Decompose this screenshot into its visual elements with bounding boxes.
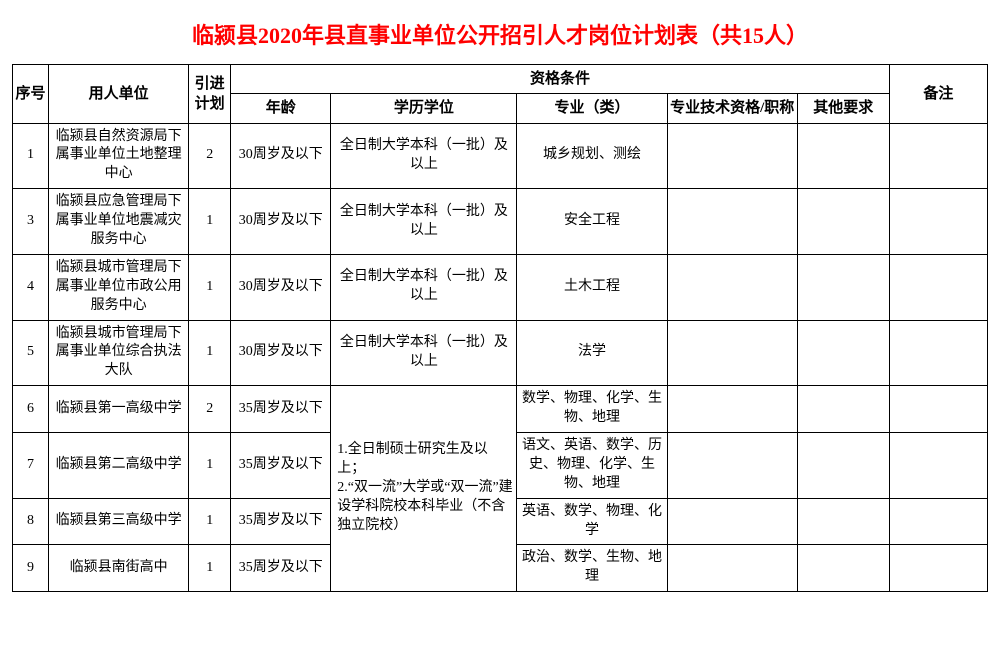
cell-nl: 35周岁及以下	[231, 545, 331, 592]
header-zg-group: 资格条件	[231, 65, 890, 94]
cell-zy: 法学	[517, 320, 667, 386]
cell-dw: 临颍县第二高级中学	[49, 432, 189, 498]
cell-xl-merged: 1.全日制硕士研究生及以上； 2.“双一流”大学或“双一流”建设学科院校本科毕业…	[331, 386, 517, 592]
table-header: 序号 用人单位 引进计划 资格条件 备注 年龄 学历学位 专业（类） 专业技术资…	[13, 65, 988, 124]
cell-dw: 临颍县南街高中	[49, 545, 189, 592]
cell-bz	[889, 189, 987, 255]
cell-bz	[889, 123, 987, 189]
cell-qt	[797, 189, 889, 255]
cell-xh: 3	[13, 189, 49, 255]
cell-zc	[667, 189, 797, 255]
cell-dw: 临颍县第一高级中学	[49, 386, 189, 433]
table-row: 6临颍县第一高级中学235周岁及以下1.全日制硕士研究生及以上； 2.“双一流”…	[13, 386, 988, 433]
cell-qt	[797, 386, 889, 433]
cell-xh: 4	[13, 254, 49, 320]
cell-zc	[667, 320, 797, 386]
cell-xh: 5	[13, 320, 49, 386]
cell-nl: 35周岁及以下	[231, 386, 331, 433]
cell-xh: 9	[13, 545, 49, 592]
cell-nl: 30周岁及以下	[231, 189, 331, 255]
cell-zc	[667, 432, 797, 498]
cell-jh: 1	[189, 189, 231, 255]
cell-zy: 城乡规划、测绘	[517, 123, 667, 189]
header-zy: 专业（类）	[517, 94, 667, 123]
cell-bz	[889, 432, 987, 498]
table-row: 1临颍县自然资源局下属事业单位土地整理中心230周岁及以下全日制大学本科（一批）…	[13, 123, 988, 189]
cell-xl: 全日制大学本科（一批）及以上	[331, 320, 517, 386]
cell-jh: 1	[189, 320, 231, 386]
cell-zy: 英语、数学、物理、化学	[517, 498, 667, 545]
cell-qt	[797, 254, 889, 320]
cell-zc	[667, 123, 797, 189]
cell-dw: 临颍县第三高级中学	[49, 498, 189, 545]
cell-jh: 1	[189, 254, 231, 320]
cell-jh: 1	[189, 498, 231, 545]
cell-dw: 临颍县城市管理局下属事业单位综合执法大队	[49, 320, 189, 386]
cell-dw: 临颍县城市管理局下属事业单位市政公用服务中心	[49, 254, 189, 320]
cell-zc	[667, 545, 797, 592]
page-title: 临颍县2020年县直事业单位公开招引人才岗位计划表（共15人）	[12, 18, 988, 50]
table-row: 3临颍县应急管理局下属事业单位地震减灾服务中心130周岁及以下全日制大学本科（一…	[13, 189, 988, 255]
cell-qt	[797, 432, 889, 498]
cell-xh: 6	[13, 386, 49, 433]
cell-zy: 政治、数学、生物、地理	[517, 545, 667, 592]
cell-jh: 2	[189, 123, 231, 189]
header-xl: 学历学位	[331, 94, 517, 123]
table-body: 1临颍县自然资源局下属事业单位土地整理中心230周岁及以下全日制大学本科（一批）…	[13, 123, 988, 592]
cell-jh: 2	[189, 386, 231, 433]
plan-table: 序号 用人单位 引进计划 资格条件 备注 年龄 学历学位 专业（类） 专业技术资…	[12, 64, 988, 592]
cell-xl: 全日制大学本科（一批）及以上	[331, 254, 517, 320]
cell-zy: 语文、英语、数学、历史、物理、化学、生物、地理	[517, 432, 667, 498]
cell-xh: 8	[13, 498, 49, 545]
cell-zc	[667, 386, 797, 433]
header-nl: 年龄	[231, 94, 331, 123]
cell-zy: 数学、物理、化学、生物、地理	[517, 386, 667, 433]
cell-xh: 1	[13, 123, 49, 189]
cell-qt	[797, 498, 889, 545]
cell-nl: 35周岁及以下	[231, 498, 331, 545]
cell-qt	[797, 320, 889, 386]
cell-xl: 全日制大学本科（一批）及以上	[331, 123, 517, 189]
cell-zc	[667, 498, 797, 545]
cell-zc	[667, 254, 797, 320]
cell-nl: 30周岁及以下	[231, 320, 331, 386]
cell-zy: 土木工程	[517, 254, 667, 320]
cell-zy: 安全工程	[517, 189, 667, 255]
cell-xh: 7	[13, 432, 49, 498]
cell-bz	[889, 386, 987, 433]
table-row: 5临颍县城市管理局下属事业单位综合执法大队130周岁及以下全日制大学本科（一批）…	[13, 320, 988, 386]
cell-bz	[889, 254, 987, 320]
cell-qt	[797, 545, 889, 592]
header-zc: 专业技术资格/职称	[667, 94, 797, 123]
header-xh: 序号	[13, 65, 49, 124]
cell-jh: 1	[189, 545, 231, 592]
cell-nl: 30周岁及以下	[231, 254, 331, 320]
table-row: 4临颍县城市管理局下属事业单位市政公用服务中心130周岁及以下全日制大学本科（一…	[13, 254, 988, 320]
cell-nl: 35周岁及以下	[231, 432, 331, 498]
header-bz: 备注	[889, 65, 987, 124]
header-qt: 其他要求	[797, 94, 889, 123]
header-dw: 用人单位	[49, 65, 189, 124]
cell-dw: 临颍县自然资源局下属事业单位土地整理中心	[49, 123, 189, 189]
cell-nl: 30周岁及以下	[231, 123, 331, 189]
cell-bz	[889, 498, 987, 545]
cell-bz	[889, 320, 987, 386]
cell-bz	[889, 545, 987, 592]
cell-jh: 1	[189, 432, 231, 498]
cell-xl: 全日制大学本科（一批）及以上	[331, 189, 517, 255]
header-jh: 引进计划	[189, 65, 231, 124]
cell-dw: 临颍县应急管理局下属事业单位地震减灾服务中心	[49, 189, 189, 255]
cell-qt	[797, 123, 889, 189]
